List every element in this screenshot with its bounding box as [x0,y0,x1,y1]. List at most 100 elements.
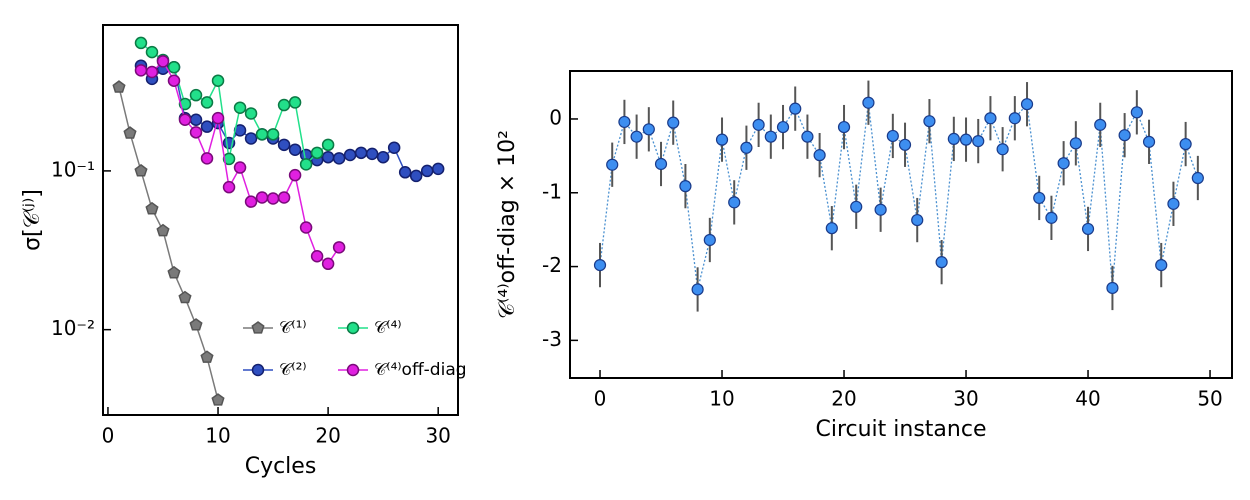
legend-label: 𝒞⁽⁴⁾off-diag [374,360,467,380]
marker [178,113,192,127]
x-tick-label: 0 [102,424,115,448]
marker [244,195,258,208]
marker [801,130,814,143]
marker [825,222,838,235]
marker [310,249,324,263]
marker [222,180,236,194]
x-axis-label: Circuit instance [815,417,986,442]
marker [715,133,729,146]
marker [189,88,203,102]
marker [310,146,324,160]
x-tick-label: 10 [709,387,734,411]
marker [764,130,777,143]
marker [593,258,607,272]
marker [691,283,704,296]
marker [618,115,631,129]
x-tick-label: 0 [594,387,607,411]
marker [211,74,225,87]
legend-label: 𝒞⁽⁴⁾ [374,318,402,338]
marker [862,96,875,109]
marker [167,74,181,87]
marker [654,157,668,171]
connector-line [599,102,1199,290]
marker [947,132,960,145]
marker [935,256,948,269]
marker [145,45,159,59]
marker [145,65,159,79]
marker [630,130,643,143]
marker [1142,135,1156,148]
marker [1020,98,1034,111]
series-line [118,86,219,401]
marker [244,132,258,145]
axes-frame [102,24,459,416]
marker [728,196,741,209]
marker [874,203,887,216]
x-tick-label: 50 [1197,387,1222,411]
marker [911,213,924,227]
marker [167,60,181,74]
marker [178,290,192,304]
marker [156,223,170,237]
marker [387,141,401,154]
marker [145,201,159,215]
marker [813,149,826,162]
marker [667,116,680,129]
x-tick-label: 20 [831,387,856,411]
marker [1118,129,1131,142]
marker [398,166,412,179]
marker [255,128,269,141]
marker [255,191,269,204]
marker [167,265,181,279]
marker [123,126,137,139]
marker [1130,106,1143,119]
marker [288,96,302,109]
legend-label: 𝒞⁽²⁾ [279,360,307,380]
marker [266,192,280,205]
marker [233,101,247,114]
marker [200,96,214,109]
y-tick-label: 0 [549,105,562,129]
marker [850,200,863,213]
legend-marker [251,321,265,334]
marker [740,141,753,154]
y-tick-label: -1 [542,179,562,203]
x-tick-label: 20 [315,424,340,448]
x-tick-label: 30 [425,424,450,448]
marker [1167,197,1180,210]
marker [679,180,692,193]
marker [277,98,291,112]
marker [244,107,258,120]
marker [321,257,335,271]
marker [156,55,170,68]
marker [200,152,214,165]
marker [1069,137,1082,150]
marker [886,129,899,143]
marker [420,164,434,178]
marker [752,118,765,131]
marker [1094,118,1107,131]
marker [703,233,716,247]
marker [299,221,313,234]
marker [789,102,802,115]
marker [1155,258,1168,272]
marker [200,120,214,133]
marker [222,152,236,166]
marker [1045,211,1058,224]
marker [354,146,368,160]
marker [266,128,280,141]
marker [299,158,313,171]
y-tick-label: -2 [542,253,562,277]
marker [189,126,203,139]
marker [332,241,346,254]
marker [1191,171,1204,185]
marker [898,138,912,151]
y-tick-label: -3 [542,327,562,351]
marker [233,161,247,174]
marker [134,64,148,77]
marker [1081,222,1095,236]
legend-marker [346,363,360,377]
marker [189,318,203,331]
y-axis-label: 𝒞⁽⁴⁾off-diag × 10² [495,130,520,319]
marker [134,163,148,177]
